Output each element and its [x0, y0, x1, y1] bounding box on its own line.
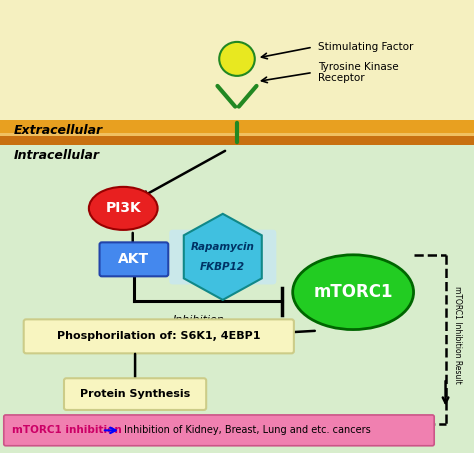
- Text: AKT: AKT: [118, 252, 149, 266]
- Bar: [0, 122, 474, 453]
- Ellipse shape: [292, 255, 413, 330]
- Bar: [0, 120, 474, 134]
- FancyBboxPatch shape: [169, 230, 276, 284]
- Text: Protein Synthesis: Protein Synthesis: [80, 389, 190, 399]
- Text: Rapamycin: Rapamycin: [191, 242, 255, 252]
- Text: PI3K: PI3K: [105, 202, 141, 215]
- Text: mTORC1 Inhibition Result: mTORC1 Inhibition Result: [453, 286, 462, 384]
- Bar: [0, 0, 474, 122]
- Text: mTORC1: mTORC1: [313, 283, 393, 301]
- Bar: [0, 134, 474, 145]
- FancyBboxPatch shape: [100, 242, 168, 276]
- Text: Inhibition: Inhibition: [173, 315, 225, 325]
- FancyBboxPatch shape: [4, 415, 434, 446]
- Ellipse shape: [89, 187, 157, 230]
- FancyBboxPatch shape: [24, 319, 294, 353]
- Text: Inhibition of Kidney, Breast, Lung and etc. cancers: Inhibition of Kidney, Breast, Lung and e…: [124, 425, 371, 435]
- Text: Phosphorilation of: S6K1, 4EBP1: Phosphorilation of: S6K1, 4EBP1: [57, 331, 261, 342]
- Text: mTORC1 inhibition: mTORC1 inhibition: [12, 425, 122, 435]
- Text: Tyrosine Kinase
Receptor: Tyrosine Kinase Receptor: [318, 62, 398, 83]
- FancyBboxPatch shape: [64, 378, 206, 410]
- Ellipse shape: [219, 42, 255, 76]
- Text: FKBP12: FKBP12: [200, 262, 246, 272]
- Text: Intracellular: Intracellular: [14, 149, 100, 162]
- Text: Extracellular: Extracellular: [14, 124, 103, 137]
- Text: Stimulating Factor: Stimulating Factor: [318, 42, 413, 52]
- Bar: [0, 133, 474, 136]
